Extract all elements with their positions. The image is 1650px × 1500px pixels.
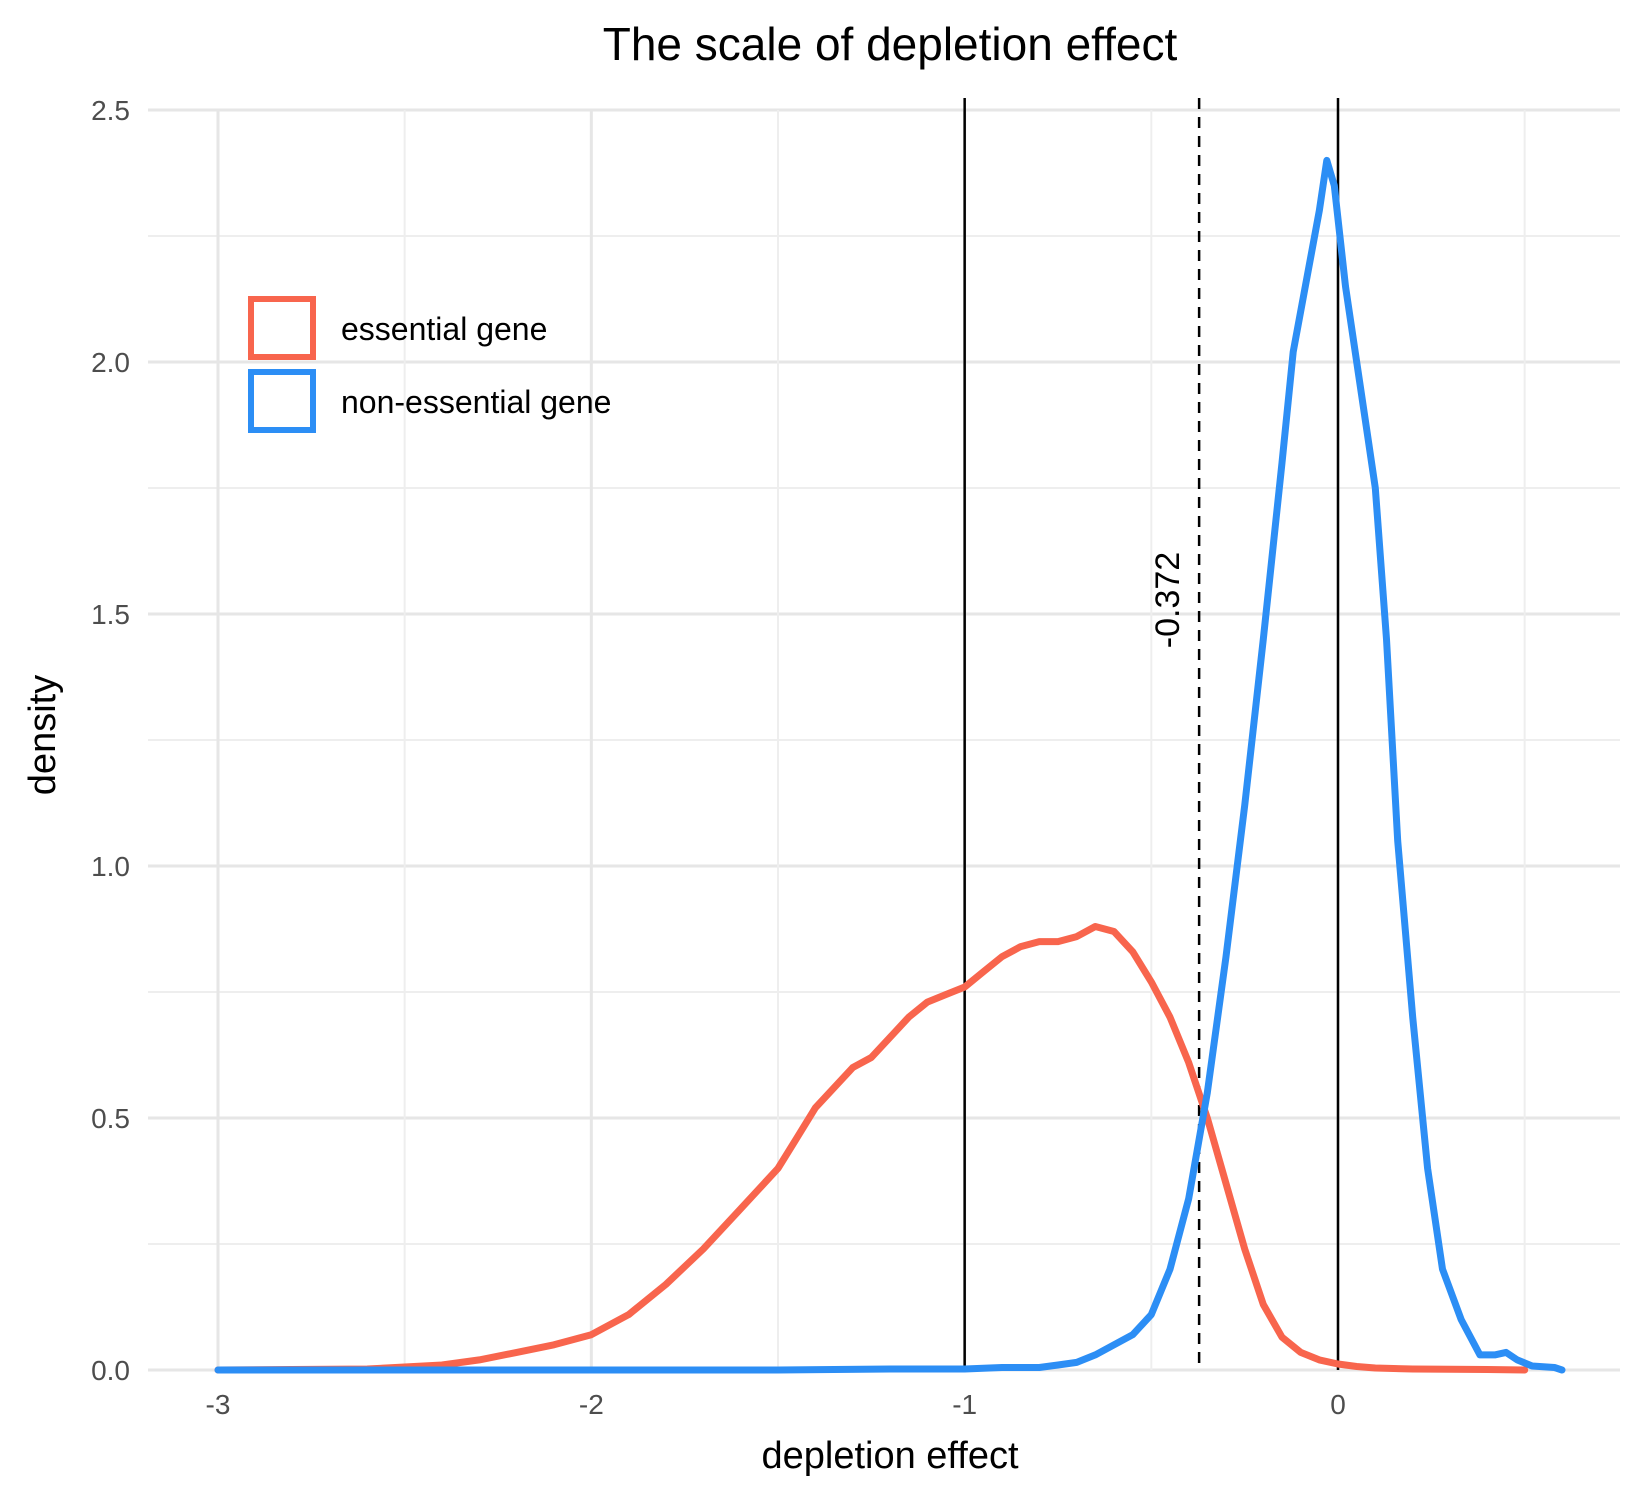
x-tick-label: -3	[206, 1389, 231, 1420]
chart-title: The scale of depletion effect	[603, 18, 1178, 70]
grid-lines	[148, 108, 1620, 1372]
y-axis-label: density	[22, 675, 64, 795]
legend-swatch-non-essential	[248, 369, 316, 433]
y-tick-label: 0.0	[91, 1355, 130, 1386]
y-tick-label: 0.5	[91, 1103, 130, 1134]
legend-swatch-essential	[248, 296, 316, 360]
threshold-label: -0.372	[1149, 552, 1187, 648]
legend: essential gene non-essential gene	[248, 296, 611, 433]
x-axis-ticks: -3 -2 -1 0	[206, 1389, 1346, 1420]
y-tick-label: 2.5	[91, 95, 130, 126]
legend-label-essential: essential gene	[341, 311, 547, 347]
essential-gene-line	[214, 923, 1529, 1374]
reference-lines: -0.372	[963, 98, 1340, 1370]
y-tick-label: 1.5	[91, 599, 130, 630]
series-lines	[214, 156, 1566, 1374]
x-tick-label: -2	[579, 1389, 604, 1420]
y-axis-ticks: 0.0 0.5 1.0 1.5 2.0 2.5	[91, 95, 130, 1386]
x-tick-label: 0	[1330, 1389, 1346, 1420]
legend-label-non-essential: non-essential gene	[341, 384, 611, 420]
x-axis-label: depletion effect	[761, 1435, 1018, 1477]
y-tick-label: 2.0	[91, 347, 130, 378]
x-tick-label: -1	[952, 1389, 977, 1420]
non-essential-gene-line	[214, 156, 1566, 1374]
y-tick-label: 1.0	[91, 851, 130, 882]
